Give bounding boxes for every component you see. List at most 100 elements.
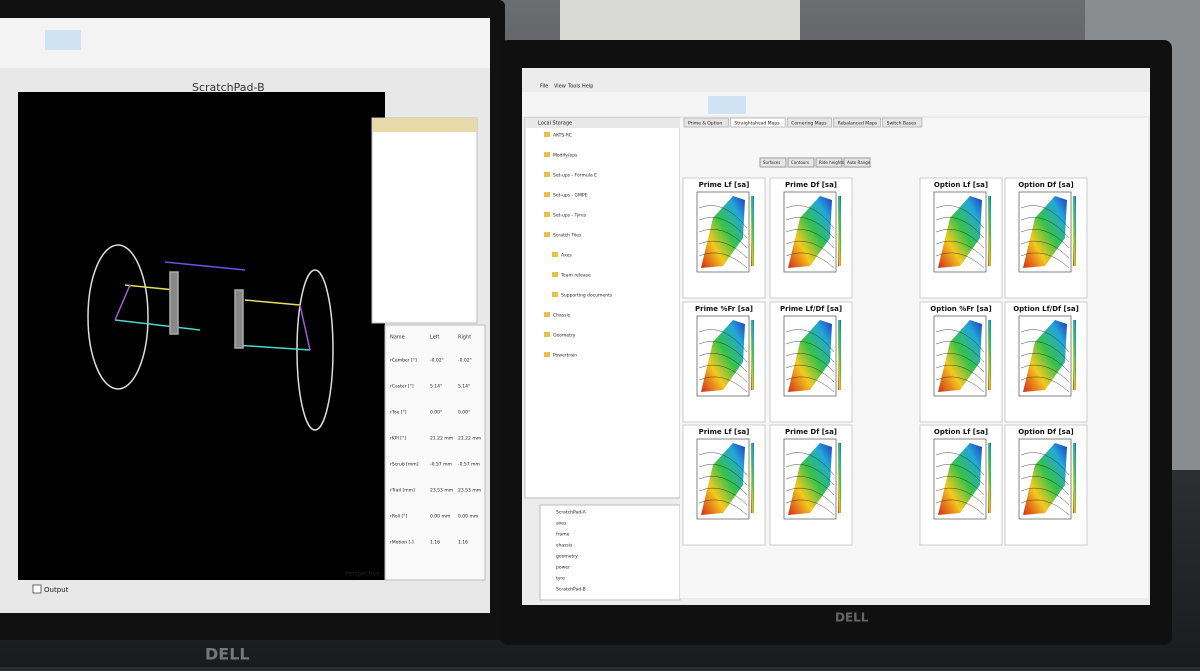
contour bbox=[1020, 499, 1070, 516]
heatmap bbox=[1023, 196, 1067, 268]
plot-title: Prime Lf [sa] bbox=[699, 181, 750, 189]
menu-item[interactable]: Tools bbox=[567, 84, 581, 90]
tree-item[interactable]: Set-ups - Formula E bbox=[553, 173, 597, 179]
button-label: Auto Range bbox=[847, 160, 871, 165]
plot-title: Prime Lf [sa] bbox=[699, 428, 750, 436]
tree-item[interactable]: ScratchPad-A bbox=[556, 510, 587, 516]
tree-item[interactable]: geometry bbox=[556, 554, 578, 560]
contour bbox=[1020, 252, 1070, 269]
table-cell: rTrail [mm] bbox=[390, 488, 415, 494]
colorbar bbox=[1073, 196, 1076, 266]
tree-item[interactable]: Team release bbox=[560, 273, 591, 279]
button[interactable] bbox=[787, 157, 815, 168]
plot-title: Prime Lf/Df [sa] bbox=[780, 305, 842, 313]
tree-item[interactable]: Chassis bbox=[553, 313, 571, 319]
contour bbox=[1020, 341, 1070, 363]
contour bbox=[935, 476, 985, 496]
menu-item[interactable]: View bbox=[554, 84, 566, 90]
contour bbox=[935, 329, 985, 353]
tab-label: Switch Bases bbox=[887, 121, 917, 127]
colorbar bbox=[838, 443, 841, 513]
tree-item[interactable]: Set-ups - Tyres bbox=[553, 213, 587, 219]
plot-title: Prime Df [sa] bbox=[785, 181, 837, 189]
tree-item[interactable]: Modify/eps bbox=[553, 153, 578, 159]
tree-item[interactable]: Geometry bbox=[553, 333, 576, 339]
tab-label: Prime & Option bbox=[688, 121, 722, 127]
contour bbox=[698, 240, 748, 259]
tree-panel bbox=[524, 117, 681, 499]
tab[interactable] bbox=[833, 117, 882, 128]
plot-title: Option Lf [sa] bbox=[934, 181, 988, 189]
contour bbox=[785, 464, 835, 486]
plot-grid: Prime Lf [sa] Prime Df [sa] Option Lf [sa]… bbox=[682, 177, 1088, 546]
tree-item[interactable]: ScratchPad-B bbox=[556, 587, 586, 593]
table-cell: 1.16 bbox=[458, 540, 468, 546]
contour bbox=[698, 476, 748, 496]
menu-item[interactable]: Help bbox=[582, 84, 593, 90]
tab[interactable] bbox=[786, 117, 833, 128]
brand-logo: DELL bbox=[835, 611, 869, 625]
tree-item[interactable]: Scratch Files bbox=[553, 233, 582, 239]
button-label: Surfaces bbox=[763, 160, 780, 165]
plot-title: Prime Df [sa] bbox=[785, 428, 837, 436]
tree-item[interactable]: chassis bbox=[556, 543, 573, 549]
contour bbox=[1020, 329, 1070, 353]
tree-item[interactable]: AKTS-RC bbox=[553, 133, 572, 139]
table-header: Name bbox=[390, 335, 405, 341]
table-cell: -0.57 mm bbox=[430, 462, 452, 468]
po-button bbox=[708, 96, 746, 114]
tab-label: Cornering Maps bbox=[791, 121, 827, 127]
tab[interactable] bbox=[683, 117, 729, 128]
contour bbox=[698, 341, 748, 363]
colorbar bbox=[1073, 320, 1076, 390]
tree-root: Local Storage bbox=[538, 121, 572, 127]
button[interactable] bbox=[843, 157, 871, 168]
tree-item[interactable]: Powertrain bbox=[553, 353, 577, 359]
table-cell: rToe [°] bbox=[390, 410, 407, 416]
tree: AKTS-RC Modify/eps Set-ups - Formula E Set-… bbox=[544, 132, 613, 359]
tab[interactable] bbox=[729, 117, 786, 128]
tab[interactable] bbox=[882, 117, 923, 128]
menu-bar: File View Tools Help bbox=[540, 84, 593, 90]
tree-item[interactable]: axes bbox=[556, 522, 567, 527]
props-header bbox=[372, 118, 477, 132]
tree-item[interactable]: power bbox=[556, 565, 570, 571]
contour bbox=[935, 217, 985, 239]
menu-item[interactable]: File bbox=[540, 84, 548, 90]
button[interactable] bbox=[759, 157, 787, 168]
colorbar bbox=[838, 320, 841, 390]
button-label: Contours bbox=[791, 160, 809, 165]
po-button bbox=[45, 30, 81, 50]
table-cell: rCamber [°] bbox=[390, 358, 417, 364]
table-cell: 21.22 mm bbox=[430, 436, 453, 442]
contour bbox=[1020, 376, 1070, 393]
buttons: Surfaces Contours Ride heights Auto Range bbox=[759, 157, 871, 168]
plot-title: Option Df [sa] bbox=[1018, 428, 1074, 436]
tree-item[interactable]: Supporting documents bbox=[561, 293, 613, 299]
contour bbox=[785, 205, 835, 229]
left-toolbar bbox=[0, 18, 490, 68]
table-cell: -0.57 mm bbox=[458, 462, 480, 468]
contour bbox=[785, 240, 835, 259]
tree-item[interactable]: frame bbox=[556, 532, 570, 538]
output-checkbox[interactable] bbox=[32, 584, 42, 594]
contour bbox=[785, 499, 835, 516]
table-cell: rScrub [mm] bbox=[390, 462, 419, 468]
contour bbox=[1020, 240, 1070, 259]
folder-icon bbox=[552, 292, 558, 297]
tree-item[interactable]: Axes bbox=[561, 253, 572, 259]
contour bbox=[698, 487, 748, 506]
output-label: Output bbox=[44, 586, 69, 594]
contour bbox=[698, 229, 748, 249]
folder-icon bbox=[552, 272, 558, 277]
colorbar bbox=[988, 320, 991, 390]
button[interactable] bbox=[815, 157, 843, 168]
colorbar bbox=[838, 196, 841, 266]
contour bbox=[1020, 487, 1070, 506]
contour bbox=[935, 464, 985, 486]
tree-item[interactable]: Set-ups - GMPE bbox=[553, 193, 588, 199]
tree-item[interactable]: tyre bbox=[556, 576, 565, 582]
contour bbox=[935, 205, 985, 229]
